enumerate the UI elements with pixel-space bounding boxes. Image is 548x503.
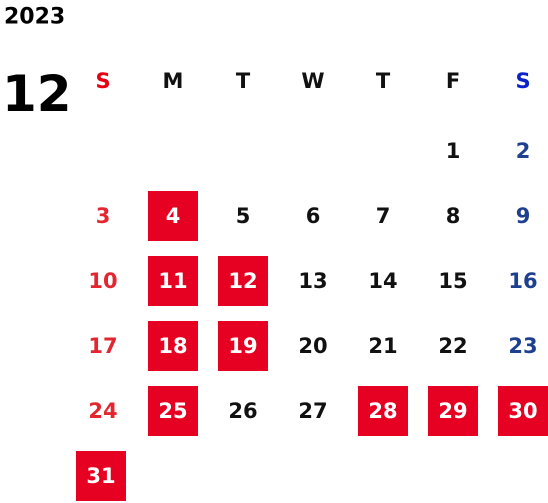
marked-day-box [148,191,198,241]
weekday: T [376,69,391,93]
day: 16 [508,269,537,293]
day: 25 [158,399,187,423]
day: 30 [508,399,537,423]
day: 13 [298,269,327,293]
marked-day-box [148,321,198,371]
marked-day-box [498,386,548,436]
day: 17 [88,334,117,358]
month: 12 [2,65,72,123]
day: 8 [446,204,461,228]
day: 9 [516,204,531,228]
day: 20 [298,334,327,358]
day: 19 [228,334,257,358]
weekday: F [446,69,460,93]
day: 2 [516,139,531,163]
marked-day-box [76,451,126,501]
year: 2023 [4,5,65,30]
day: 23 [508,334,537,358]
day: 29 [438,399,467,423]
weekday: T [236,69,251,93]
day: 14 [368,269,397,293]
day: 18 [158,334,187,358]
marked-day-box [358,386,408,436]
day: 3 [96,204,111,228]
day: 31 [86,464,115,488]
weekday: M [163,69,184,93]
marked-day-box [428,386,478,436]
marked-day-box [148,386,198,436]
day: 7 [376,204,391,228]
day: 6 [306,204,321,228]
marked-day-box [218,256,268,306]
day: 4 [166,204,181,228]
weekday: W [301,69,324,93]
day: 26 [228,399,257,423]
marked-day-box [148,256,198,306]
day: 24 [88,399,117,423]
day: 12 [228,269,257,293]
marked-day-box [218,321,268,371]
day: 21 [368,334,397,358]
day: 1 [446,139,461,163]
day: 28 [368,399,397,423]
day: 11 [158,269,187,293]
day: 15 [438,269,467,293]
day: 5 [236,204,251,228]
day: 27 [298,399,327,423]
day: 10 [88,269,117,293]
day: 22 [438,334,467,358]
weekday: S [515,69,530,93]
weekday: S [95,69,110,93]
